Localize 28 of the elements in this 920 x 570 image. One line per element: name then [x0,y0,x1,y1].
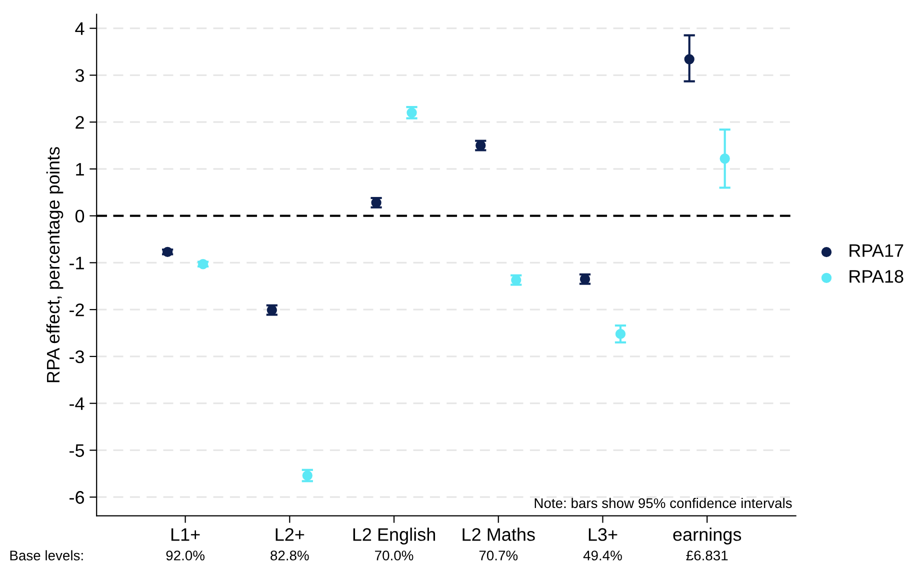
annotation: Note: bars show 95% confidence intervals [534,498,792,508]
x-tick-label: L3+ [588,528,618,541]
x-tick-label: L1+ [171,528,200,541]
y-tick-label: 0 [75,210,84,223]
y-tick-label: 4 [75,22,84,35]
text: 49.4% [583,550,622,560]
y-tick-label: -4 [70,397,84,410]
y-tick-label: -2 [70,304,84,316]
y-tick-label: -1 [70,256,84,270]
y-tick-label: -6 [70,491,84,504]
text: Base levels: [10,550,83,560]
text: £6.831 [686,550,728,560]
y-tick-label: 1 [76,163,84,176]
x-tick-label: earnings [673,528,742,544]
x-tick-label: L2+ [276,528,304,541]
text: 70.0% [375,550,414,560]
text: 82.8% [270,550,309,560]
x-tick-label: L2 Maths [462,528,535,541]
y-tick-label: -5 [70,444,84,457]
legend-label: RPA18 [850,270,904,283]
y-axis-title: RPA effect, percentage points [46,147,64,382]
text: 70.7% [479,550,518,560]
legend-label: RPA17 [850,244,904,257]
y-tick-label: -3 [70,350,84,364]
x-tick-label: L2 English [353,528,436,544]
text: 92.0% [166,550,204,560]
y-tick-label: 3 [75,69,84,82]
y-tick-label: 2 [76,116,84,129]
